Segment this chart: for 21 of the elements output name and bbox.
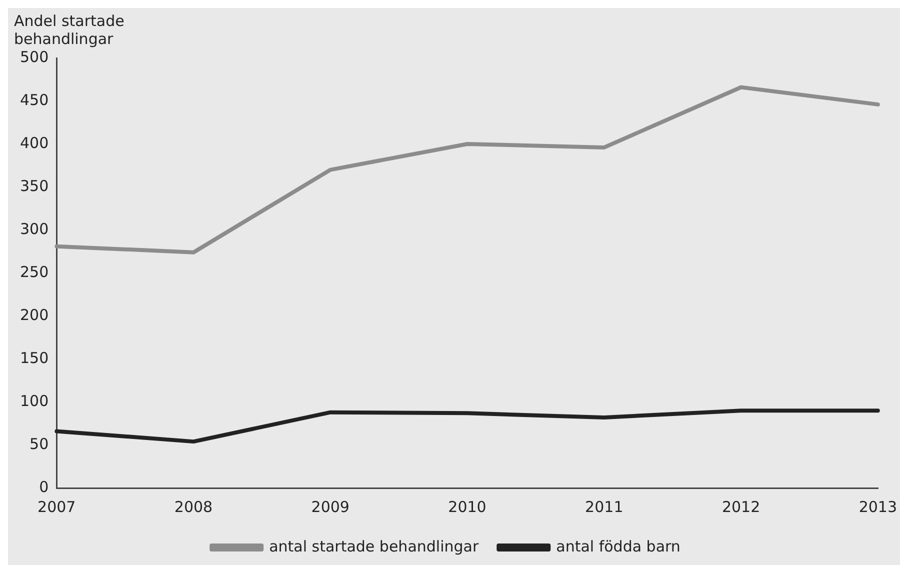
y-tick-label: 50 bbox=[30, 434, 49, 453]
y-tick-label: 100 bbox=[20, 392, 49, 410]
y-tick-label: 200 bbox=[20, 306, 49, 324]
y-tick-label: 250 bbox=[20, 262, 49, 281]
y-tick-label: 500 bbox=[20, 48, 49, 66]
x-tick-label: 2012 bbox=[722, 498, 760, 516]
x-tick-label: 2007 bbox=[38, 498, 76, 516]
y-tick-label: 350 bbox=[20, 176, 49, 195]
y-tick-label: 450 bbox=[20, 90, 49, 109]
y-tick-label: 300 bbox=[20, 220, 49, 238]
x-tick-label: 2011 bbox=[585, 498, 624, 516]
x-tick-label: 2013 bbox=[858, 498, 898, 516]
y-axis-title: Andel startade behandlingar bbox=[14, 12, 126, 48]
legend-label: antal startade behandlingar bbox=[269, 537, 480, 556]
y-tick-label: 400 bbox=[20, 134, 49, 152]
legend-label: antal födda barn bbox=[556, 537, 680, 556]
x-tick-label: 2008 bbox=[174, 498, 213, 516]
y-tick-label: 0 bbox=[39, 478, 49, 496]
y-tick-label: 150 bbox=[20, 348, 49, 367]
x-tick-label: 2009 bbox=[311, 498, 350, 516]
x-tick-label: 2010 bbox=[448, 498, 486, 516]
